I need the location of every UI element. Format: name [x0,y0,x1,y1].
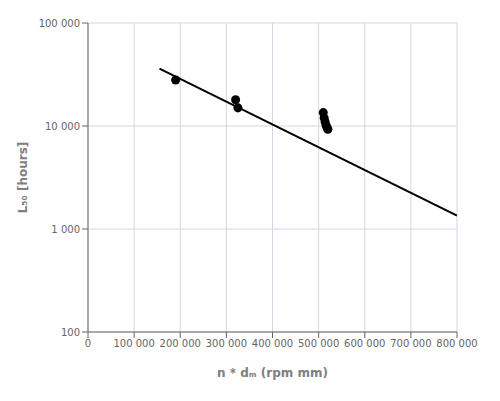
svg-text:800 000: 800 000 [436,338,477,349]
svg-text:100: 100 [61,327,80,338]
svg-text:400 000: 400 000 [252,338,293,349]
svg-text:200 000: 200 000 [160,338,201,349]
svg-text:300 000: 300 000 [206,338,247,349]
svg-text:L₅₀ [hours]: L₅₀ [hours] [16,142,30,214]
svg-text:0: 0 [85,338,91,349]
svg-text:700 000: 700 000 [390,338,431,349]
svg-text:100 000: 100 000 [113,338,154,349]
svg-text:10 000: 10 000 [45,121,80,132]
svg-text:1 000: 1 000 [51,224,80,235]
svg-text:600 000: 600 000 [344,338,385,349]
svg-text:500 000: 500 000 [298,338,339,349]
svg-text:100 000: 100 000 [39,18,80,29]
svg-text:n * dₘ (rpm mm): n * dₘ (rpm mm) [217,366,328,380]
